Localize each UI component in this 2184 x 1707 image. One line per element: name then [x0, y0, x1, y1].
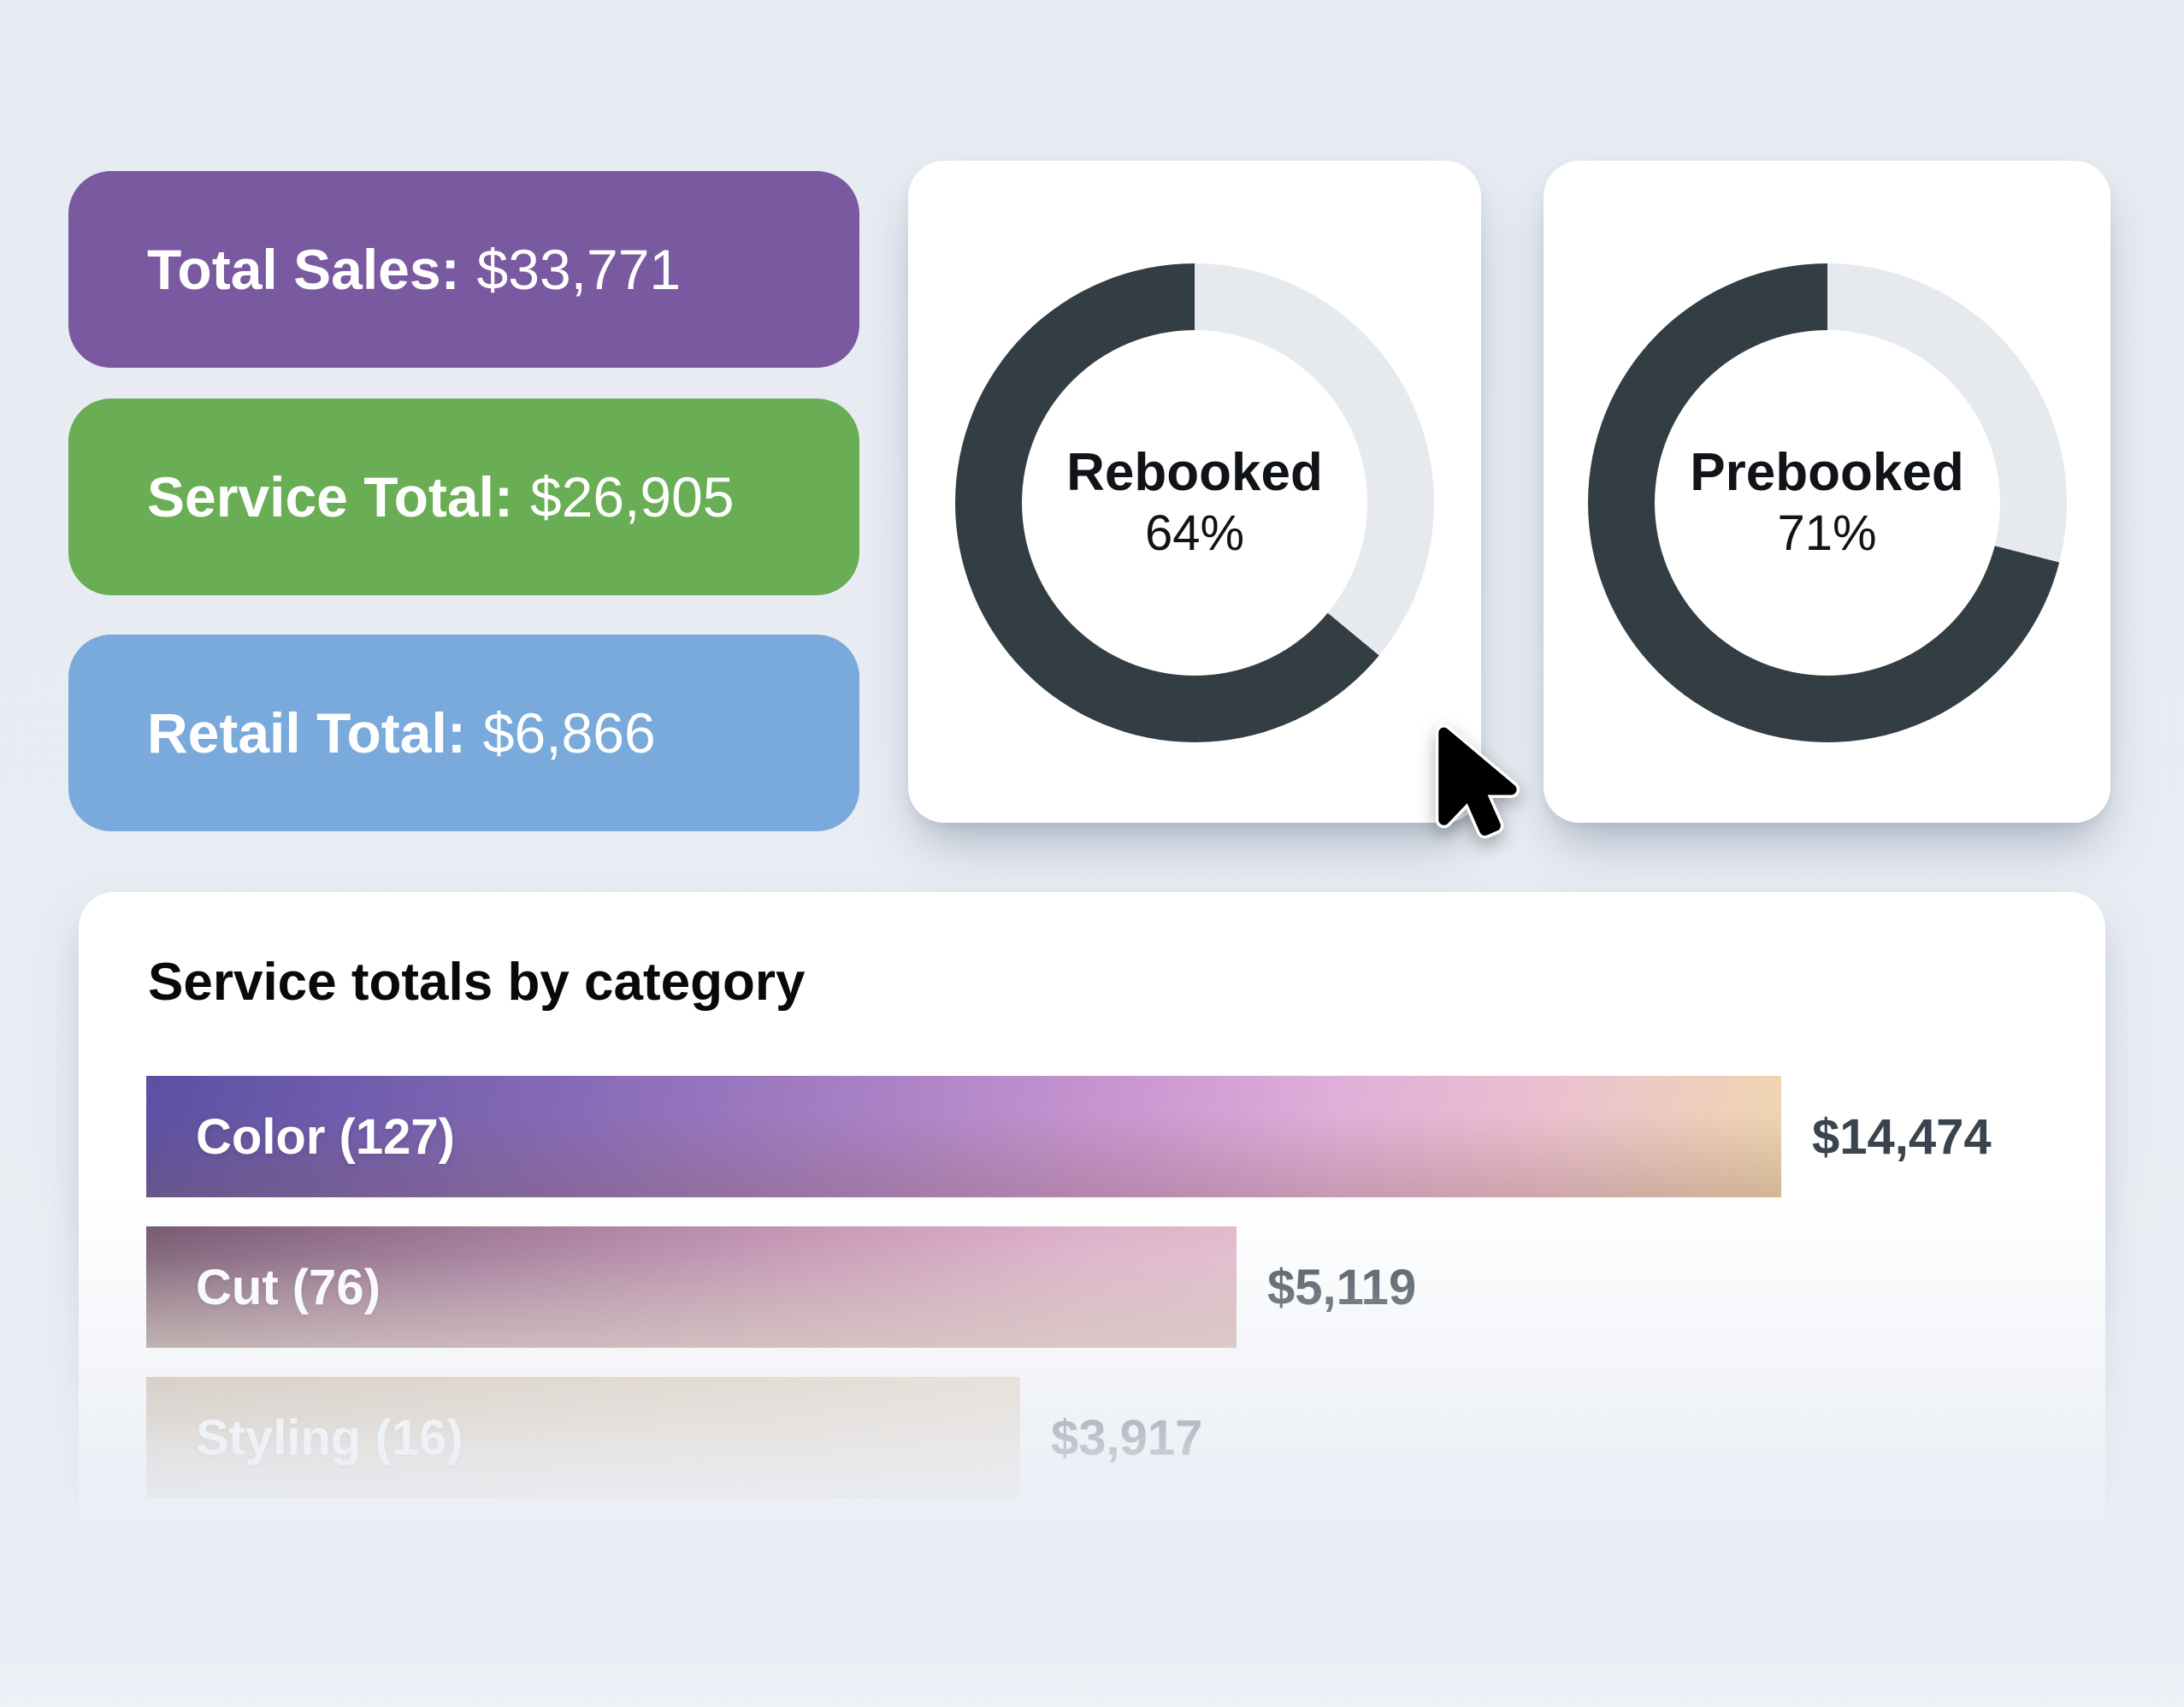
cut-bar: Cut (76): [146, 1226, 1237, 1348]
rebooked-donut-chart: Rebooked 64%: [955, 263, 1434, 742]
rebooked-card[interactable]: Rebooked 64%: [908, 161, 1481, 823]
styling-bar-value: $3,917: [1051, 1409, 1203, 1466]
cut-bar-label: Cut (76): [196, 1259, 381, 1315]
service-total-pill: Service Total: $26,905: [68, 399, 859, 595]
prebooked-donut-center-text: Prebooked 71%: [1588, 263, 2067, 742]
prebooked-percent: 71%: [1777, 505, 1877, 561]
prebooked-card[interactable]: Prebooked 71%: [1544, 161, 2110, 823]
styling-bar-label: Styling (16): [196, 1409, 463, 1466]
total-sales-value: $33,771: [476, 238, 682, 301]
total-sales-pill: Total Sales: $33,771: [68, 171, 859, 368]
service-totals-title: Service totals by category: [148, 953, 806, 1012]
prebooked-donut-chart: Prebooked 71%: [1587, 263, 2067, 742]
category-bar-row-color: Color (127) $14,474: [146, 1076, 1992, 1197]
service-total-label: Service Total:: [147, 465, 513, 529]
rebooked-label: Rebooked: [1066, 443, 1323, 502]
color-bar-value: $14,474: [1812, 1108, 1992, 1165]
cut-bar-value: $5,119: [1267, 1259, 1417, 1315]
color-bar: Color (127): [146, 1076, 1781, 1197]
retail-total-label: Retail Total:: [147, 701, 466, 765]
category-bar-row-cut: Cut (76) $5,119: [146, 1226, 1416, 1348]
category-bar-row-styling: Styling (16) $3,917: [146, 1377, 1202, 1498]
color-bar-label: Color (127): [196, 1108, 455, 1165]
prebooked-label: Prebooked: [1690, 443, 1964, 502]
arrow-pointer-shape: [1435, 724, 1520, 839]
total-sales-label: Total Sales:: [147, 238, 460, 301]
retail-total-value: $6,866: [482, 701, 656, 765]
retail-total-pill: Retail Total: $6,866: [68, 635, 859, 831]
rebooked-donut-center-text: Rebooked 64%: [955, 263, 1434, 742]
styling-bar: Styling (16): [146, 1377, 1020, 1498]
service-totals-card: Service totals by category Color (127) $…: [79, 892, 2105, 1707]
mouse-cursor-icon: [1435, 724, 1520, 839]
rebooked-percent: 64%: [1144, 505, 1245, 561]
service-total-value: $26,905: [529, 465, 735, 529]
